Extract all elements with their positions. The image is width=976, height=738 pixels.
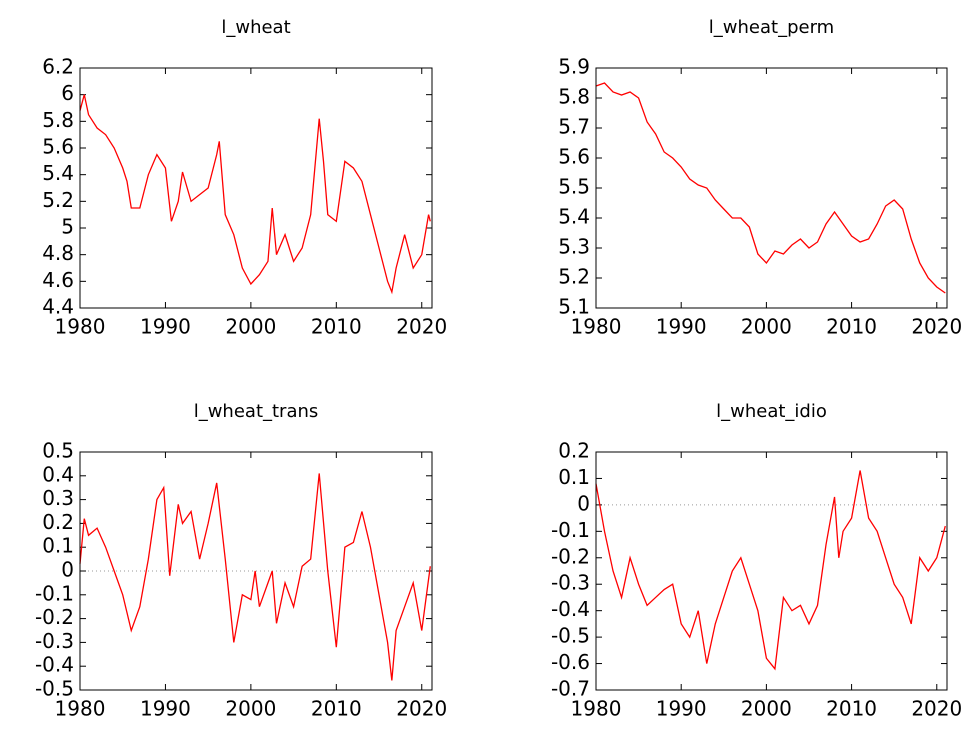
y-tick-label: 5.1: [558, 295, 590, 319]
y-tick-label: 0.3: [42, 486, 74, 510]
chart-title: l_wheat_trans: [194, 401, 319, 422]
x-tick-label: 1990: [140, 697, 191, 721]
y-tick-label: 6.2: [42, 55, 74, 79]
y-tick-label: 5.2: [558, 265, 590, 289]
y-tick-label: 5.5: [558, 175, 590, 199]
x-tick-label: 1980: [55, 315, 106, 339]
y-tick-label: 0.2: [42, 510, 74, 534]
series-line: [79, 473, 431, 681]
x-tick-label: 1980: [55, 697, 106, 721]
y-tick-label: 4.8: [42, 241, 74, 265]
y-tick-label: 5.6: [558, 145, 590, 169]
plot-frame: [79, 451, 433, 691]
y-tick-label: 0.2: [558, 439, 590, 463]
x-tick-label: 2000: [741, 315, 792, 339]
y-tick-label: 5.8: [42, 108, 74, 132]
x-tick-label: 1980: [571, 315, 622, 339]
y-tick-label: 6: [61, 81, 74, 105]
y-tick-label: 4.4: [42, 295, 74, 319]
y-tick-label: 0: [577, 491, 590, 515]
y-tick-label: -0.1: [35, 581, 74, 605]
y-tick-label: -0.2: [551, 544, 590, 568]
y-tick-label: -0.3: [551, 571, 590, 595]
y-tick-label: 5.6: [42, 135, 74, 159]
y-tick-label: 5.9: [558, 55, 590, 79]
x-tick-label: 2010: [311, 697, 362, 721]
chart-title: l_wheat_idio: [716, 401, 827, 422]
x-tick-label: 2020: [911, 315, 962, 339]
x-tick-label: 2020: [396, 697, 447, 721]
plot-frame: [595, 451, 948, 691]
y-tick-label: 0: [61, 558, 74, 582]
y-tick-label: -0.5: [35, 677, 74, 701]
x-tick-label: 1980: [571, 697, 622, 721]
y-tick-label: -0.6: [551, 650, 590, 674]
y-tick-label: 5.8: [558, 85, 590, 109]
y-tick-label: 5.4: [42, 161, 74, 185]
y-tick-label: -0.5: [551, 624, 590, 648]
y-tick-label: -0.7: [551, 677, 590, 701]
y-tick-label: -0.4: [551, 597, 590, 621]
y-tick-label: 5.2: [42, 188, 74, 212]
y-tick-label: 0.1: [558, 465, 590, 489]
plot-frame: [595, 67, 948, 309]
y-tick-label: 4.6: [42, 268, 74, 292]
x-tick-label: 2000: [225, 697, 276, 721]
y-tick-label: -0.3: [35, 629, 74, 653]
y-tick-label: 5: [61, 215, 74, 239]
y-tick-label: -0.2: [35, 605, 74, 629]
x-tick-label: 2000: [741, 697, 792, 721]
y-tick-label: 5.7: [558, 115, 590, 139]
y-tick-label: -0.4: [35, 653, 74, 677]
x-tick-label: 2020: [911, 697, 962, 721]
chart-title: l_wheat_perm: [709, 17, 834, 38]
x-tick-label: 2000: [225, 315, 276, 339]
chart-title: l_wheat: [221, 17, 290, 38]
plot-frame: [79, 67, 433, 309]
y-tick-label: 5.4: [558, 205, 590, 229]
x-tick-label: 1990: [140, 315, 191, 339]
x-tick-label: 2020: [396, 315, 447, 339]
x-tick-label: 1990: [656, 697, 707, 721]
y-tick-label: 5.3: [558, 235, 590, 259]
x-tick-label: 2010: [826, 315, 877, 339]
x-tick-label: 2010: [826, 697, 877, 721]
y-tick-label: -0.1: [551, 518, 590, 542]
x-tick-label: 2010: [311, 315, 362, 339]
series-line: [595, 470, 946, 671]
y-tick-label: 0.1: [42, 534, 74, 558]
y-tick-label: 0.5: [42, 439, 74, 463]
y-tick-label: 0.4: [42, 462, 74, 486]
series-line: [595, 82, 946, 294]
x-tick-label: 1990: [656, 315, 707, 339]
series-line: [79, 94, 431, 295]
